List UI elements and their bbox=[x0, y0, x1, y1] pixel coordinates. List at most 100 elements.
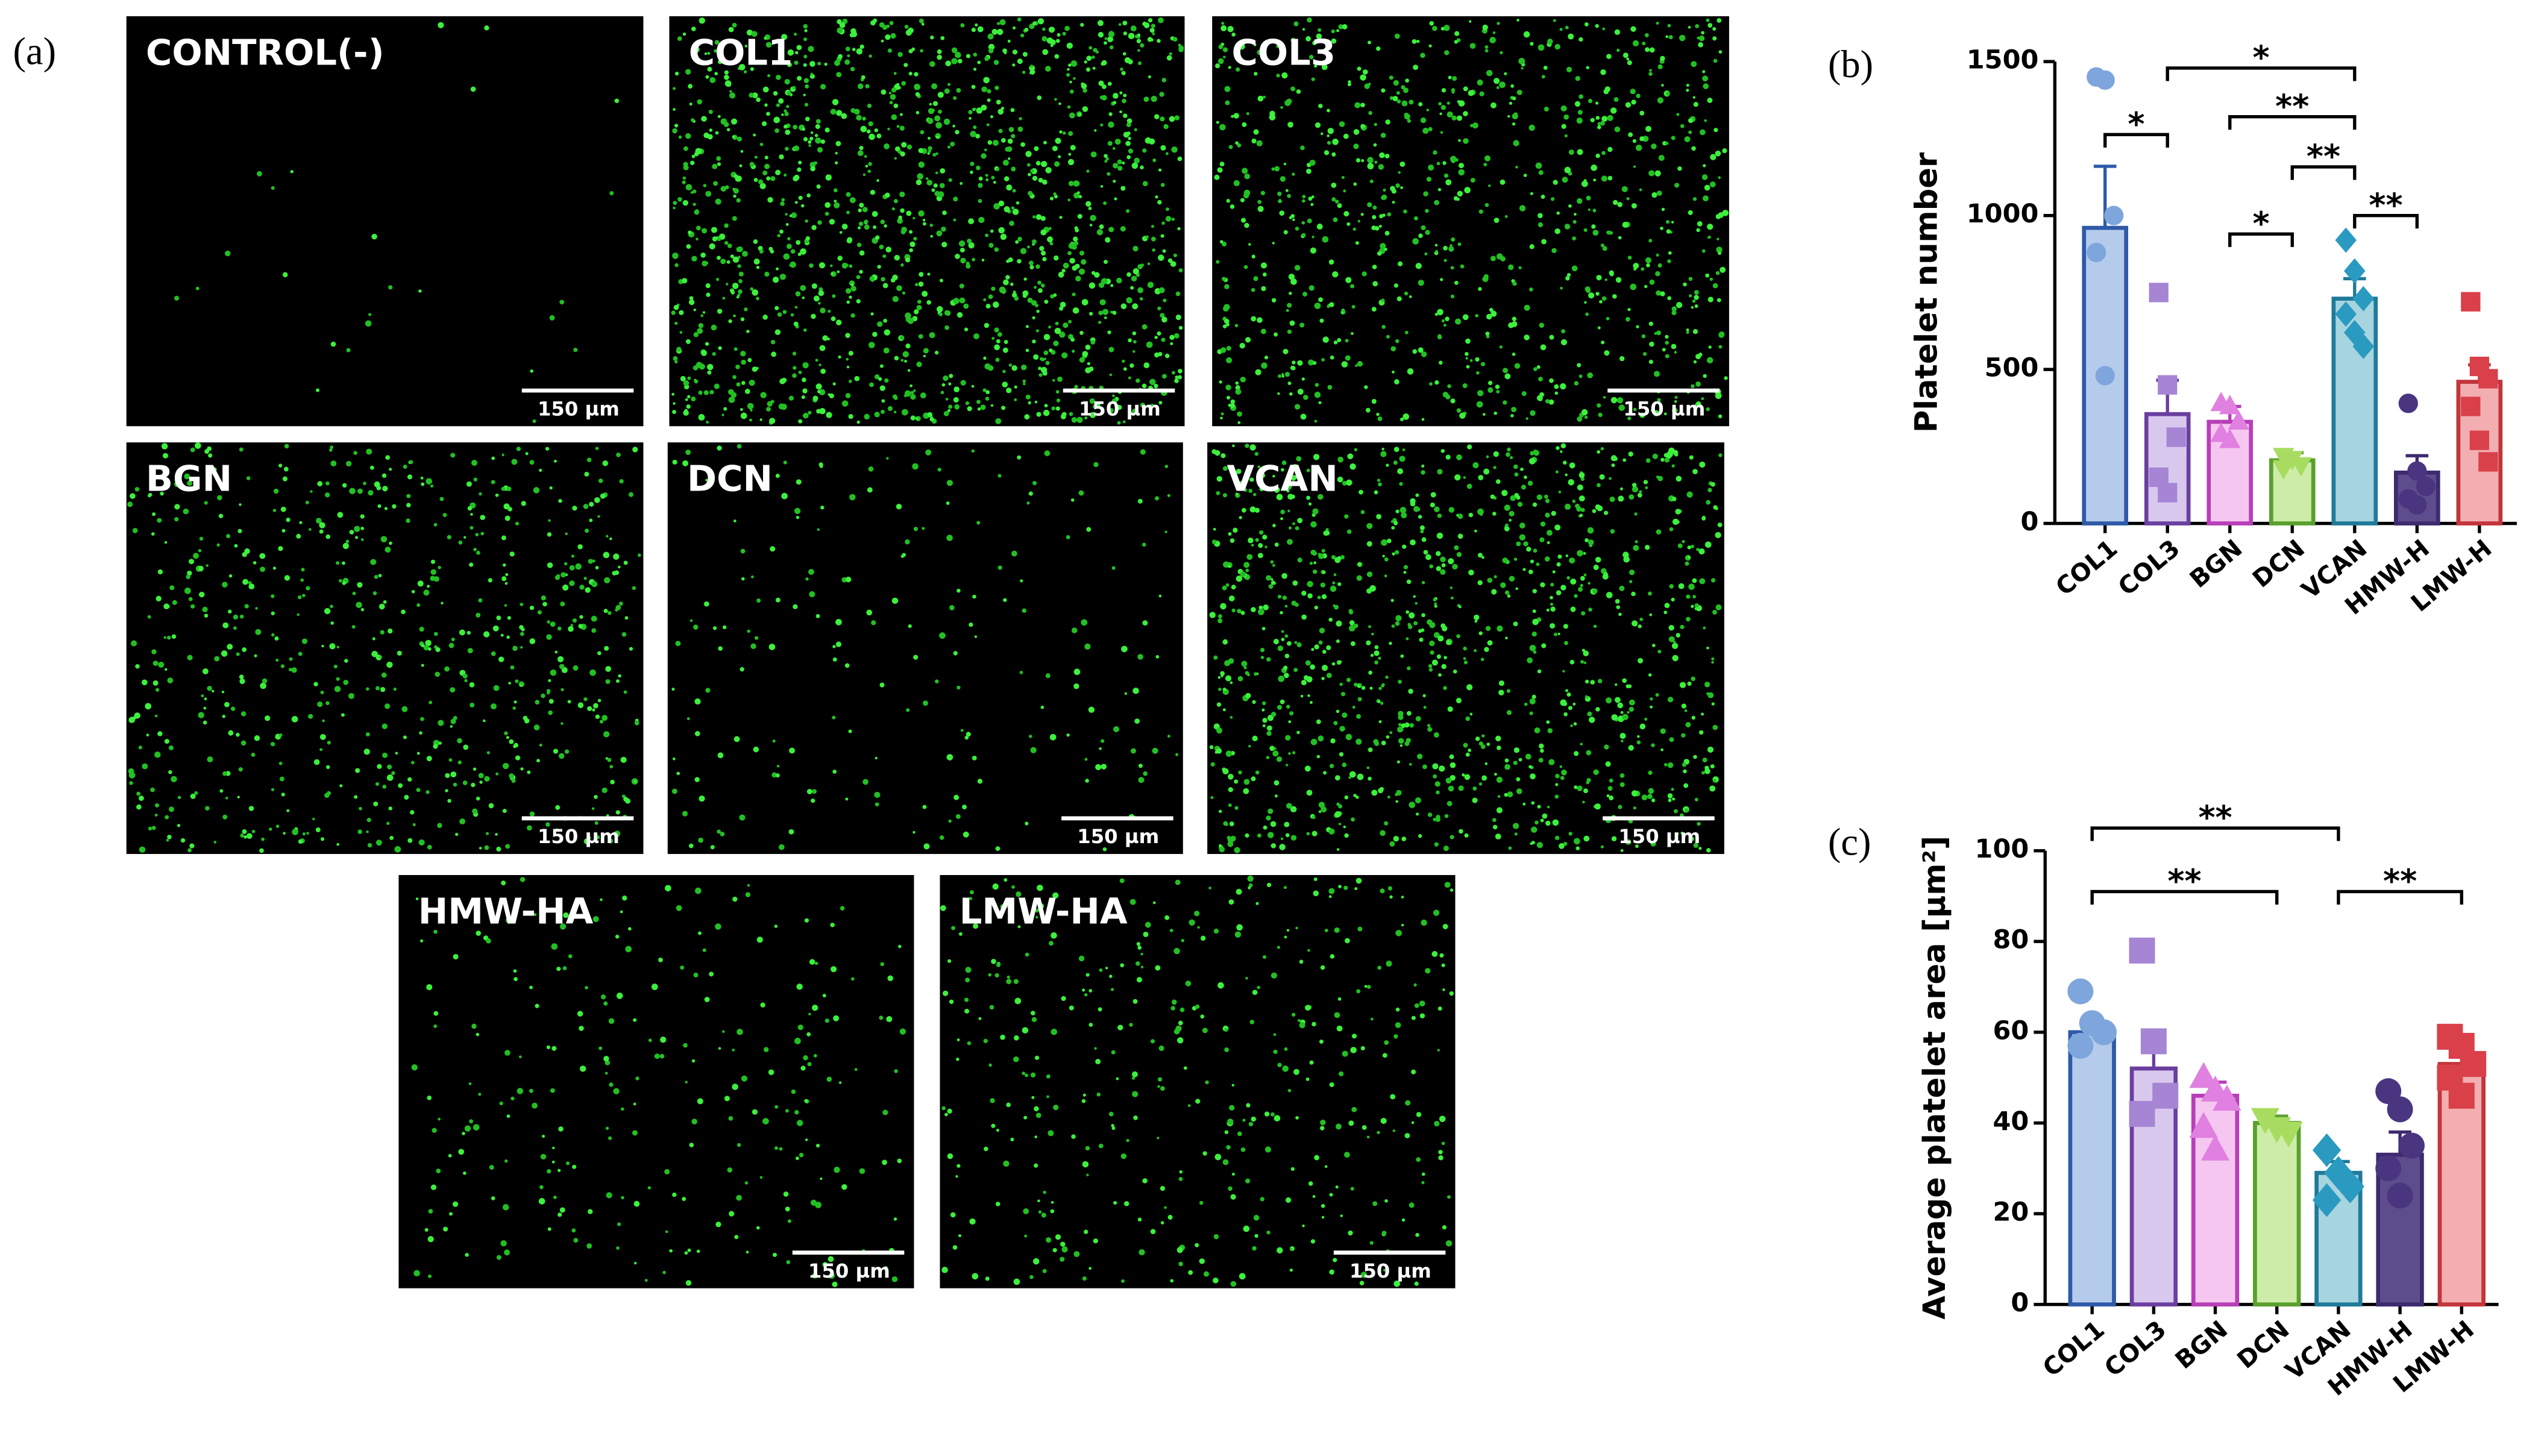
platelet-dot bbox=[342, 561, 345, 565]
platelet-dot bbox=[371, 650, 378, 657]
platelet-dot bbox=[953, 794, 960, 800]
platelet-dot bbox=[1706, 848, 1711, 853]
platelet-dot bbox=[556, 828, 559, 832]
platelet-dot bbox=[1625, 316, 1630, 322]
platelet-dot bbox=[1657, 64, 1663, 69]
platelet-dot bbox=[1224, 86, 1231, 92]
platelet-dot bbox=[1578, 37, 1583, 42]
platelet-dot bbox=[1665, 334, 1669, 339]
platelet-dot bbox=[1104, 154, 1108, 158]
platelet-dot bbox=[1665, 92, 1670, 96]
platelet-dot bbox=[616, 1246, 620, 1250]
platelet-dot bbox=[981, 86, 987, 92]
platelet-dot bbox=[1254, 72, 1258, 76]
platelet-dot bbox=[998, 227, 1005, 234]
platelet-dot bbox=[1572, 499, 1576, 503]
platelet-dot bbox=[1444, 882, 1451, 888]
platelet-dot bbox=[620, 756, 627, 763]
platelet-dot bbox=[785, 1109, 789, 1113]
platelet-dot bbox=[746, 30, 753, 36]
platelet-dot bbox=[1366, 588, 1372, 594]
platelet-dot bbox=[798, 160, 802, 165]
platelet-dot bbox=[916, 361, 922, 368]
platelet-dot bbox=[428, 1209, 433, 1214]
platelet-dot bbox=[1137, 946, 1142, 950]
platelet-dot bbox=[1011, 550, 1017, 557]
platelet-dot bbox=[875, 756, 878, 760]
platelet-dot bbox=[673, 304, 679, 310]
platelet-dot bbox=[1553, 632, 1557, 636]
platelet-dot bbox=[238, 767, 243, 772]
platelet-dot bbox=[1549, 334, 1554, 340]
platelet-dot bbox=[500, 633, 504, 637]
platelet-dot bbox=[151, 826, 156, 830]
platelet-dot bbox=[1086, 1173, 1089, 1176]
platelet-dot bbox=[1230, 1194, 1236, 1200]
platelet-dot bbox=[1481, 556, 1484, 559]
platelet-dot bbox=[1580, 583, 1583, 588]
platelet-dot bbox=[787, 91, 791, 96]
platelet-dot bbox=[828, 393, 831, 397]
platelet-dot bbox=[401, 706, 408, 712]
platelet-dot bbox=[934, 115, 941, 122]
platelet-dot bbox=[1101, 764, 1107, 770]
platelet-dot bbox=[583, 838, 590, 845]
platelet-dot bbox=[896, 285, 902, 291]
panel-label: (a) bbox=[13, 29, 57, 72]
platelet-dot bbox=[233, 614, 239, 620]
platelet-dot bbox=[248, 583, 255, 590]
platelet-dot bbox=[1693, 102, 1698, 107]
platelet-dot bbox=[1540, 748, 1544, 753]
platelet-dot bbox=[1222, 585, 1227, 591]
platelet-dot bbox=[1665, 142, 1669, 145]
platelet-dot bbox=[154, 814, 158, 817]
platelet-dot bbox=[1629, 699, 1635, 706]
platelet-dot bbox=[1653, 410, 1659, 416]
platelet-dot bbox=[1151, 24, 1155, 28]
platelet-dot bbox=[700, 314, 704, 318]
platelet-dot bbox=[1654, 170, 1661, 177]
platelet-dot bbox=[365, 732, 370, 737]
platelet-dot bbox=[1380, 451, 1387, 457]
platelet-dot bbox=[1286, 1197, 1292, 1203]
platelet-dot bbox=[551, 1046, 557, 1051]
platelet-dot bbox=[1484, 202, 1489, 207]
platelet-dot bbox=[986, 123, 990, 127]
platelet-dot bbox=[1319, 1039, 1324, 1044]
platelet-dot bbox=[291, 715, 298, 723]
platelet-dot bbox=[1538, 377, 1543, 381]
platelet-dot bbox=[1289, 711, 1294, 716]
platelet-dot bbox=[1276, 494, 1283, 501]
platelet-dot bbox=[1158, 401, 1163, 405]
platelet-dot bbox=[965, 977, 970, 983]
platelet-dot bbox=[418, 289, 422, 293]
platelet-dot bbox=[689, 102, 693, 106]
platelet-dot bbox=[1613, 97, 1619, 102]
platelet-dot bbox=[832, 770, 837, 774]
platelet-dot bbox=[1279, 844, 1286, 850]
platelet-dot bbox=[841, 400, 849, 407]
platelet-dot bbox=[551, 943, 558, 950]
platelet-dot bbox=[167, 677, 174, 683]
platelet-dot bbox=[797, 75, 802, 81]
platelet-dot bbox=[1095, 764, 1102, 770]
platelet-dot bbox=[892, 296, 899, 303]
platelet-dot bbox=[260, 682, 266, 689]
platelet-dot bbox=[187, 480, 193, 486]
platelet-dot bbox=[1622, 458, 1627, 462]
platelet-dot bbox=[1258, 543, 1263, 548]
platelet-dot bbox=[1564, 224, 1571, 230]
platelet-dot bbox=[1117, 159, 1122, 165]
platelet-dot bbox=[724, 1096, 730, 1102]
platelet-dot bbox=[226, 534, 231, 539]
platelet-dot bbox=[1273, 1049, 1278, 1054]
platelet-dot bbox=[1633, 263, 1639, 269]
platelet-dot bbox=[698, 322, 704, 328]
platelet-dot bbox=[559, 300, 565, 305]
platelet-dot bbox=[1329, 1269, 1334, 1275]
platelet-dot bbox=[909, 248, 913, 253]
platelet-dot bbox=[1205, 1080, 1209, 1085]
platelet-dot bbox=[321, 837, 325, 841]
platelet-dot bbox=[1439, 765, 1445, 772]
platelet-dot bbox=[992, 139, 999, 146]
